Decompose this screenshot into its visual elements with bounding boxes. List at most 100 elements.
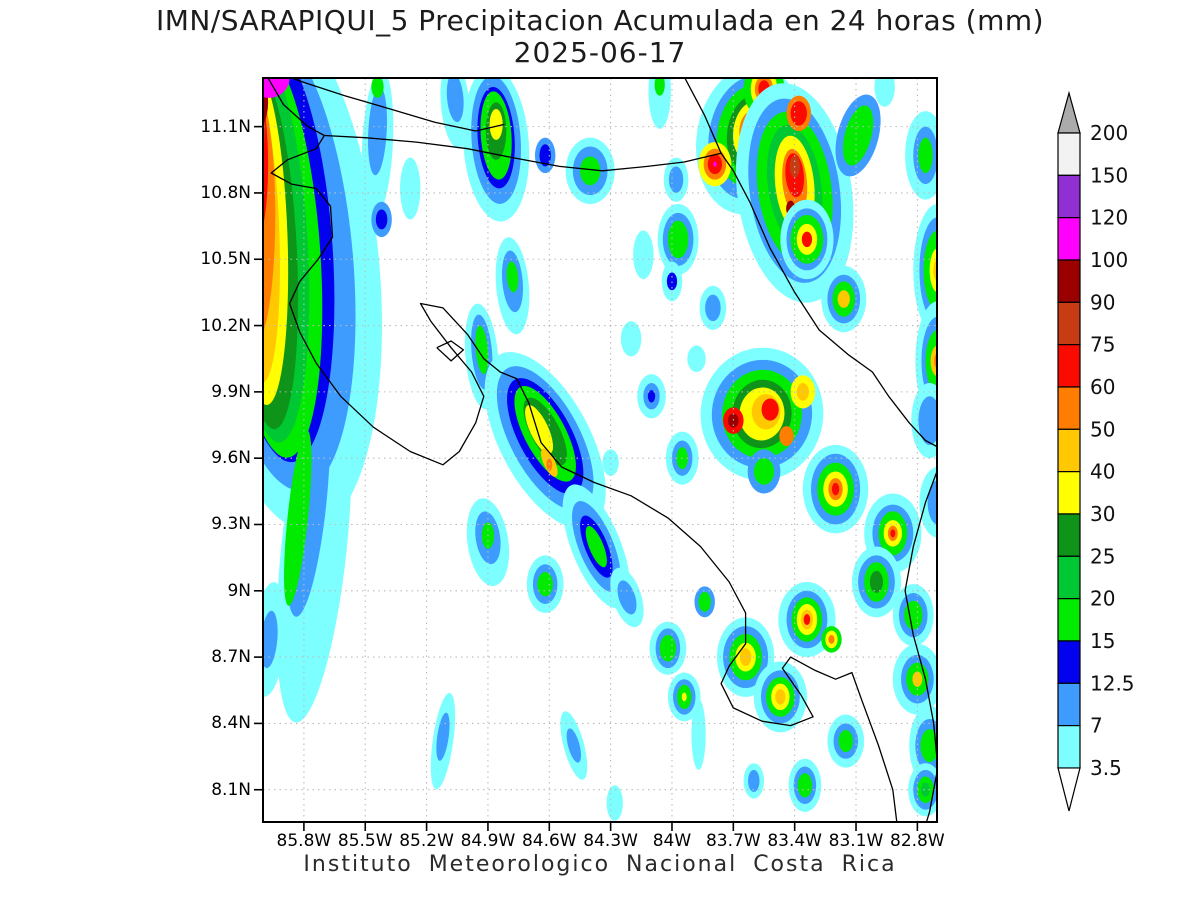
precip-ring-r <box>890 529 896 538</box>
lon-tick-label: 84W <box>652 831 692 851</box>
colorbar-segment <box>1057 386 1081 430</box>
colorbar-segment <box>1057 640 1081 684</box>
precip-ring-g1 <box>797 773 813 798</box>
lat-tick-label: 8.7N <box>211 647 251 668</box>
map-frame <box>262 77 938 823</box>
colorbar-segment <box>1057 344 1081 388</box>
colorbar-segment <box>1057 555 1081 600</box>
precip-ring-g1 <box>753 458 775 485</box>
lon-tick-label: 84.3W <box>583 831 638 851</box>
colorbar-label: 60 <box>1090 375 1115 399</box>
precip-ring-g1 <box>537 572 553 597</box>
lat-tick-label: 11.1N <box>200 116 251 137</box>
colorbar-label: 25 <box>1090 544 1115 568</box>
precip-ring-c1 <box>400 157 421 220</box>
colorbar-segment <box>1057 301 1081 346</box>
precipitation-map <box>254 77 938 831</box>
colorbar-label: 15 <box>1090 629 1115 653</box>
precip-ring-c3 <box>666 272 678 291</box>
precip-ring-m <box>713 161 717 167</box>
lat-tick-label: 9.6N <box>211 448 251 469</box>
precip-ring-g1 <box>667 220 689 259</box>
colorbar-label: 40 <box>1090 460 1115 484</box>
lon-tick-label: 83.7W <box>705 831 761 851</box>
precip-ring-r <box>803 614 811 626</box>
coastlines <box>267 78 937 822</box>
colorbar-label: 150 <box>1090 163 1128 187</box>
map-plot-area <box>263 78 937 822</box>
precip-ring-au <box>912 671 923 687</box>
colorbar-segment <box>1057 428 1081 473</box>
precip-ring-c2 <box>705 294 721 322</box>
lat-tick-label: 10.2N <box>200 315 251 336</box>
lon-tick-label: 84.9W <box>460 831 516 851</box>
lon-tick-label: 85.5W <box>337 831 393 851</box>
axis-ticks <box>254 125 919 831</box>
coastline-panama-border <box>904 469 937 822</box>
lon-tick-label: 82.8W <box>890 831 945 851</box>
precip-ring-r <box>790 101 807 126</box>
precip-ring-c2 <box>748 769 760 792</box>
colorbar-label: 120 <box>1090 206 1128 230</box>
precip-ring-c2 <box>446 78 464 123</box>
precip-ring-c3 <box>375 209 388 230</box>
coastline-nicaragua-border <box>324 134 722 172</box>
precip-ring-r <box>801 231 813 248</box>
precip-ring-c2 <box>436 712 450 761</box>
colorbar-segment <box>1057 598 1081 642</box>
precip-ring-r <box>831 482 840 496</box>
colorbar-arrow-above-max <box>1057 90 1081 134</box>
colorbar-segment <box>1057 513 1081 557</box>
coastline-caribbean <box>684 78 937 448</box>
precip-ring-g3 <box>869 570 884 594</box>
lon-tick-label: 85.2W <box>399 831 454 851</box>
colorbar-label: 75 <box>1090 333 1115 357</box>
colorbar-label: 3.5 <box>1090 756 1122 780</box>
colorbar-label: 100 <box>1090 248 1128 272</box>
precip-ring-c1 <box>606 785 623 821</box>
precip-ring-c2 <box>617 580 637 615</box>
coastline-gulf-island <box>436 340 465 362</box>
precipitation-cells <box>263 78 937 821</box>
precip-ring-g1 <box>579 156 601 186</box>
precip-ring-c1 <box>874 78 895 107</box>
colorbar-label: 20 <box>1090 587 1115 611</box>
precip-ring-g1 <box>659 635 677 662</box>
coastline-lake-nicaragua-shore <box>289 78 505 132</box>
precip-ring-g1 <box>918 137 933 174</box>
precip-ring-au <box>775 689 786 705</box>
precip-ring-c1 <box>687 345 706 372</box>
precip-ring-o <box>828 635 835 644</box>
colorbar-label: 50 <box>1090 417 1115 441</box>
precip-ring-o <box>779 426 794 447</box>
colorbar: 200 150 120 100 90 75 60 50 40 30 25 20 15 12.5 7 3.5 <box>1057 90 1135 812</box>
lat-tick-label: 8.4N <box>211 713 251 734</box>
precip-ring-g1 <box>371 78 384 98</box>
precip-ring-r <box>761 398 779 421</box>
precip-ring-o <box>546 458 553 471</box>
colorbar-arrow-below-min <box>1057 767 1081 812</box>
precip-ring-c2 <box>668 166 684 193</box>
colorbar-segment <box>1057 471 1081 515</box>
lon-tick-label: 84.6W <box>521 831 577 851</box>
lat-tick-label: 10.8N <box>200 182 251 203</box>
page-subtitle-date: 2025-06-17 <box>513 36 687 69</box>
precip-ring-g1 <box>585 525 607 568</box>
colorbar-segment <box>1057 174 1081 219</box>
colorbar-label: 200 <box>1090 121 1128 145</box>
colorbar-segment <box>1057 259 1081 303</box>
precip-ring-g1 <box>284 429 312 606</box>
colorbar-segment <box>1057 682 1081 727</box>
footer-attribution: Instituto Meteorologico Nacional Costa R… <box>303 852 897 877</box>
precip-ring-c1 <box>648 78 671 129</box>
colorbar-label: 7 <box>1090 714 1103 738</box>
precip-ring-c1 <box>620 321 642 357</box>
precip-ring-c1 <box>633 230 654 280</box>
precip-ring-c1 <box>602 449 619 476</box>
precip-ring-g1 <box>654 78 665 96</box>
precip-ring-g1 <box>698 591 711 612</box>
colorbar-segment <box>1057 217 1081 261</box>
colorbar-label: 12.5 <box>1090 671 1135 695</box>
colorbar-label: 30 <box>1090 502 1115 526</box>
